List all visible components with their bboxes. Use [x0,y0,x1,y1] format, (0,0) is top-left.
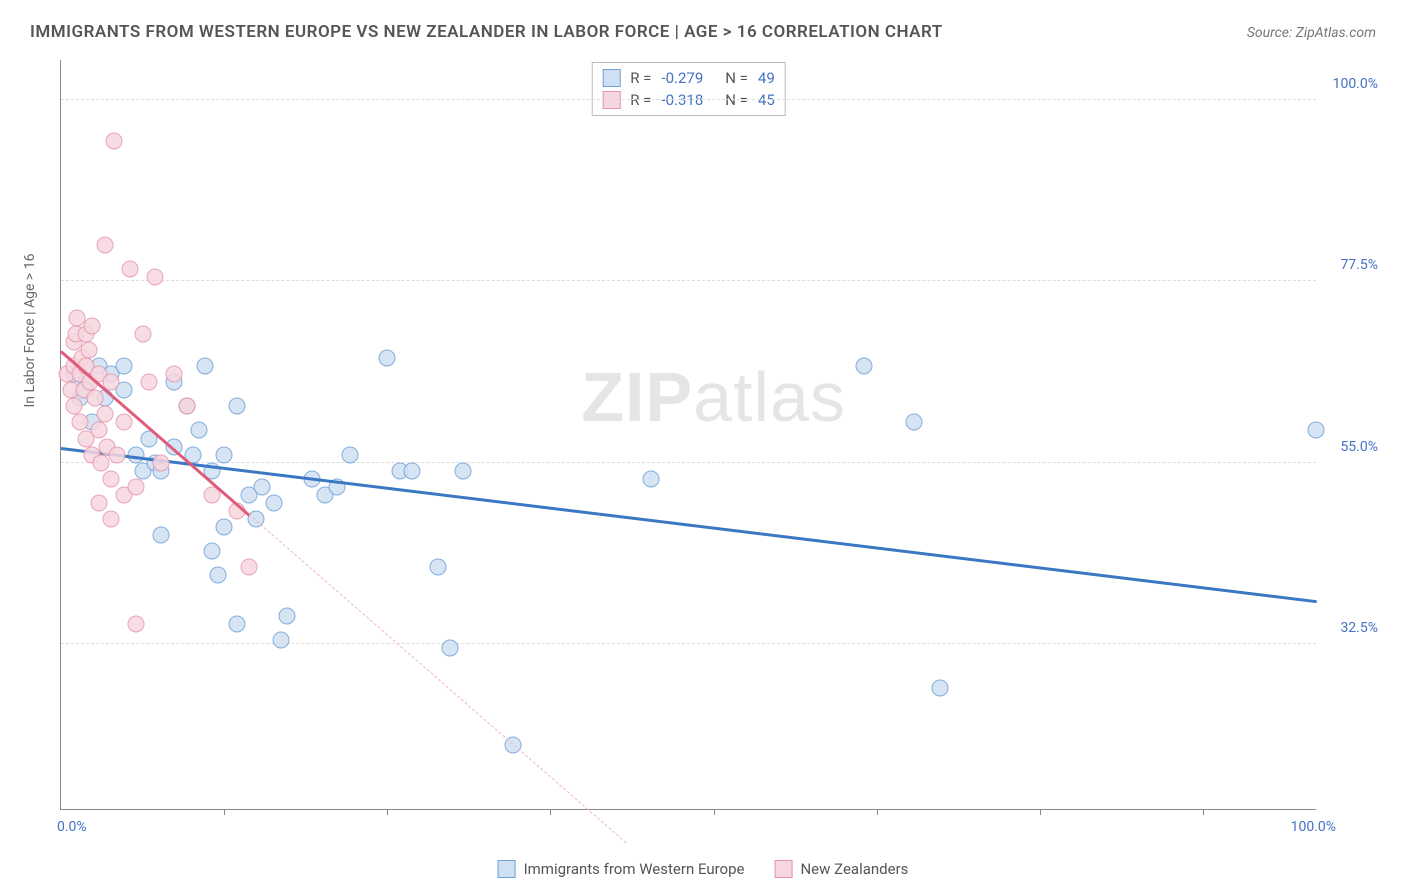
scatter-point [272,631,289,648]
scatter-point [341,446,358,463]
plot-container: In Labor Force | Age > 16 ZIPatlas R =-0… [48,60,1386,832]
x-tick [224,809,225,815]
scatter-point [1308,422,1325,439]
scatter-point [103,470,120,487]
scatter-point [140,374,157,391]
scatter-point [153,454,170,471]
legend-item: New Zealanders [774,860,908,878]
scatter-point [429,559,446,576]
scatter-point [241,559,258,576]
source-attribution: Source: ZipAtlas.com [1247,25,1376,41]
scatter-point [147,269,164,286]
scatter-point [115,414,132,431]
scatter-point [931,680,948,697]
n-label: N = [725,69,748,87]
scatter-point [128,478,145,495]
x-tick [387,809,388,815]
scatter-point [442,639,459,656]
scatter-point [105,132,122,149]
scatter-point [197,358,214,375]
y-tick-label: 77.5% [1323,257,1378,273]
plot-area: ZIPatlas R =-0.279N =49R =-0.318N =45 0.… [60,60,1316,810]
scatter-point [128,615,145,632]
legend-label: Immigrants from Western Europe [524,860,745,878]
scatter-point [178,398,195,415]
scatter-point [134,325,151,342]
x-max-label: 100.0% [1291,819,1336,835]
legend-swatch [774,860,792,878]
scatter-point [216,446,233,463]
scatter-point [96,237,113,254]
scatter-point [96,406,113,423]
scatter-point [153,527,170,544]
scatter-point [165,366,182,383]
scatter-point [90,422,107,439]
scatter-point [93,454,110,471]
scatter-point [454,462,471,479]
x-tick [1040,809,1041,815]
watermark: ZIPatlas [581,357,846,437]
scatter-point [209,567,226,584]
x-tick [714,809,715,815]
correlation-legend: R =-0.279N =49R =-0.318N =45 [591,62,786,116]
x-min-label: 0.0% [57,819,87,835]
scatter-point [856,358,873,375]
gridline [61,643,1316,644]
scatter-point [109,446,126,463]
scatter-point [216,519,233,536]
scatter-point [84,317,101,334]
scatter-point [86,390,103,407]
scatter-point [103,511,120,528]
y-tick-label: 32.5% [1323,620,1378,636]
scatter-point [266,494,283,511]
scatter-point [122,261,139,278]
correlation-row: R = -0.279 N = 49 [602,67,775,89]
scatter-point [906,414,923,431]
x-tick [550,809,551,815]
chart-title: IMMIGRANTS FROM WESTERN EUROPE VS NEW ZE… [30,22,943,42]
legend-swatch [498,860,516,878]
y-tick-label: 55.0% [1323,439,1378,455]
legend-swatch [602,69,620,87]
scatter-point [71,414,88,431]
scatter-point [65,398,82,415]
scatter-point [228,615,245,632]
gridline [61,99,1316,100]
x-tick [877,809,878,815]
scatter-point [80,341,97,358]
scatter-point [115,358,132,375]
legend-label: New Zealanders [800,860,908,878]
scatter-point [228,398,245,415]
y-axis-label: In Labor Force | Age > 16 [22,254,38,408]
r-label: R = [630,69,651,87]
n-value: 49 [758,69,775,87]
legend-item: Immigrants from Western Europe [498,860,745,878]
scatter-point [379,350,396,367]
scatter-point [253,478,270,495]
gridline [61,462,1316,463]
scatter-point [203,543,220,560]
scatter-point [90,494,107,511]
scatter-point [191,422,208,439]
scatter-point [642,470,659,487]
r-value: -0.279 [661,69,703,87]
series-legend: Immigrants from Western Europe New Zealan… [498,860,909,878]
scatter-point [404,462,421,479]
scatter-point [278,607,295,624]
y-tick-label: 100.0% [1323,76,1378,92]
gridline [61,280,1316,281]
x-tick [1203,809,1204,815]
